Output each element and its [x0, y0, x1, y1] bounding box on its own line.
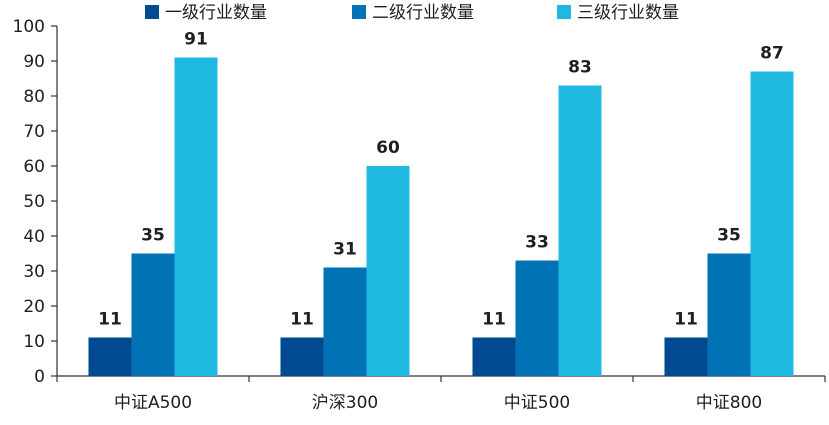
legend-label: 一级行业数量	[165, 3, 267, 23]
legend: 一级行业数量 二级行业数量 三级行业数量	[145, 3, 679, 23]
bar	[558, 85, 602, 376]
x-category-label: 中证800	[696, 393, 762, 413]
bar	[88, 337, 132, 376]
bar	[174, 57, 218, 376]
data-label: 31	[333, 240, 357, 260]
data-label: 87	[760, 44, 784, 64]
legend-swatch	[145, 5, 159, 19]
x-category-label: 中证500	[504, 393, 570, 413]
bar	[323, 267, 367, 376]
y-tick-label: 40	[23, 227, 45, 247]
data-label: 11	[290, 310, 314, 330]
bar	[366, 166, 410, 376]
x-category-label: 沪深300	[312, 393, 378, 413]
data-label: 83	[568, 58, 592, 78]
data-label: 35	[141, 226, 165, 246]
y-tick-label: 100	[13, 17, 45, 37]
y-tick-label: 30	[23, 262, 45, 282]
bar	[750, 71, 794, 376]
legend-swatch	[557, 5, 571, 19]
y-tick-label: 20	[23, 297, 45, 317]
y-tick-label: 70	[23, 122, 45, 142]
bar	[664, 337, 708, 376]
data-label: 11	[482, 310, 506, 330]
bar	[515, 260, 559, 376]
data-label: 60	[376, 138, 400, 158]
bar	[131, 253, 175, 376]
data-label: 11	[98, 310, 122, 330]
y-tick-label: 10	[23, 332, 45, 352]
y-tick-label: 90	[23, 52, 45, 72]
data-label: 35	[717, 226, 741, 246]
y-tick-label: 0	[34, 367, 45, 387]
y-tick-label: 80	[23, 87, 45, 107]
legend-label: 二级行业数量	[372, 3, 474, 23]
data-label: 33	[525, 233, 549, 253]
x-category-label: 中证A500	[114, 393, 192, 413]
legend-label: 三级行业数量	[577, 3, 679, 23]
data-labels: 11 35 91 11 31 60 11 33 83 11 35 87	[98, 30, 784, 330]
bars	[88, 57, 794, 376]
bar	[707, 253, 751, 376]
data-label: 11	[674, 310, 698, 330]
bar	[280, 337, 324, 376]
x-axis: 中证A500 沪深300 中证500 中证800	[56, 375, 826, 413]
y-tick-label: 60	[23, 157, 45, 177]
y-axis: 0 10 20 30 40 50 60 70 80 90 100	[13, 17, 58, 387]
bar	[472, 337, 516, 376]
legend-swatch	[352, 5, 366, 19]
y-tick-label: 50	[23, 192, 45, 212]
data-label: 91	[184, 30, 208, 50]
